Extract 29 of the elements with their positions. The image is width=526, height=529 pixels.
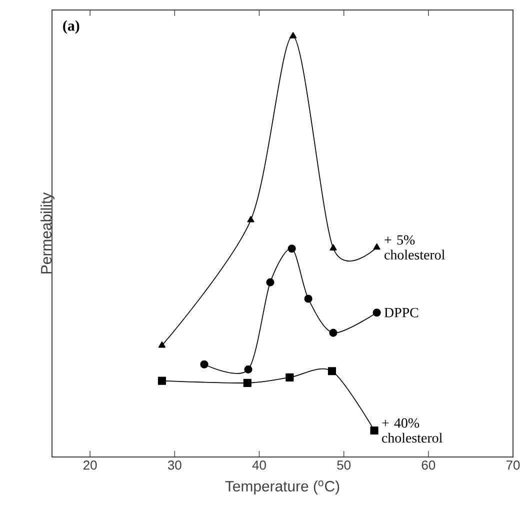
point: [158, 376, 166, 385]
x-tick-label: 60: [422, 460, 436, 470]
point: [286, 373, 294, 382]
point: [247, 216, 254, 222]
point: [288, 244, 296, 253]
point: [370, 426, 378, 435]
series-label: + 40% cholesterol: [382, 418, 442, 443]
x-tick-label: 30: [168, 460, 182, 470]
point: [372, 308, 381, 317]
point: [329, 328, 338, 337]
text: (a): [63, 20, 80, 34]
point: [328, 367, 336, 376]
point: [200, 360, 208, 368]
point: [243, 378, 252, 387]
point: [330, 244, 337, 250]
x-tick-label: 50: [337, 460, 351, 470]
series-label: DPPC: [384, 308, 418, 318]
point: [244, 365, 252, 374]
y-axis-title: Permeability: [40, 192, 54, 274]
x-tick-label: 20: [84, 460, 97, 470]
point: [304, 294, 312, 303]
point: [373, 243, 380, 250]
series-label: + 5% cholesterol: [384, 235, 445, 260]
point: [290, 32, 297, 38]
x-tick-label: 40: [252, 460, 266, 470]
point: [266, 278, 274, 286]
point: [158, 341, 166, 348]
x-axis-title: Temperature ($^{o}$C): [225, 480, 340, 494]
x-tick-label: 70: [506, 460, 520, 470]
